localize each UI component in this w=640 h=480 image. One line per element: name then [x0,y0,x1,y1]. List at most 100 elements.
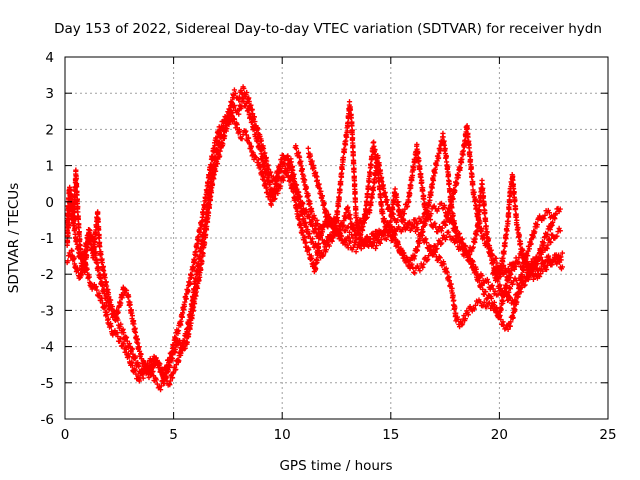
data-point-marker [435,205,442,212]
data-point-marker [351,169,357,175]
data-point-marker [417,268,423,274]
data-point-marker [106,294,112,300]
data-point-marker [493,255,499,262]
data-point-marker [340,224,346,230]
data-point-marker [485,237,492,243]
y-tick-label: 0 [45,195,54,211]
data-point-marker [474,228,480,234]
data-point-marker [541,240,547,246]
data-point-marker [126,340,133,347]
data-point-marker [356,221,362,227]
data-point-marker [75,204,81,210]
data-point-marker [439,240,445,246]
data-point-marker [74,236,80,243]
data-point-marker [299,166,305,172]
data-point-marker [409,261,415,267]
data-point-marker [67,187,73,193]
data-point-marker [65,258,71,264]
data-point-marker [101,286,107,292]
data-point-marker [387,233,394,239]
data-point-marker [208,184,214,190]
data-point-marker [558,254,564,260]
data-point-marker [105,298,111,304]
data-point-marker [237,129,243,135]
data-point-marker [272,188,278,194]
data-point-marker [154,381,160,387]
data-point-marker [265,166,272,172]
data-point-marker [498,306,504,312]
data-point-marker [527,267,533,274]
y-tick-label: 4 [45,50,54,66]
data-point-marker [194,269,200,275]
data-point-marker [457,165,463,171]
data-point-marker [373,242,380,249]
series-track-5 [305,123,563,287]
data-point-marker [314,177,320,183]
data-point-marker [87,227,93,234]
data-point-marker [315,221,321,227]
data-point-marker [406,221,412,227]
data-point-marker [437,255,443,261]
data-point-marker [65,230,71,236]
data-point-marker [475,300,481,306]
data-point-marker [255,126,261,132]
data-point-marker [408,182,414,189]
data-point-marker [545,231,551,237]
data-point-marker [358,217,364,223]
data-point-marker [391,234,397,241]
data-point-marker [376,162,382,169]
data-point-marker [540,268,546,274]
data-point-marker [263,180,269,187]
data-point-marker [394,194,400,200]
data-point-marker [236,94,243,100]
data-point-marker [545,242,551,248]
data-point-marker [161,380,167,387]
data-point-marker [481,201,487,208]
data-point-marker [530,276,537,282]
data-point-marker [550,232,556,238]
data-point-marker [349,135,356,141]
data-point-marker [411,224,417,230]
data-point-marker [302,235,308,241]
data-point-marker [305,227,311,233]
data-point-marker [395,203,401,209]
data-point-marker [487,250,493,256]
plot-frame [64,56,609,420]
data-point-marker [320,252,327,258]
data-point-marker [310,236,316,242]
data-point-marker [191,287,198,293]
data-point-marker [543,266,550,273]
data-point-marker [380,210,386,216]
data-point-marker [96,267,102,273]
data-point-marker [427,197,433,203]
data-point-marker [531,263,538,269]
data-point-marker [390,206,396,212]
data-point-marker [212,143,218,149]
data-point-marker [419,232,426,239]
data-point-marker [126,293,132,300]
data-point-marker [340,154,347,161]
data-point-marker [296,154,303,160]
data-point-marker [557,206,563,212]
data-point-marker [311,165,317,171]
data-point-marker [205,200,212,207]
data-point-marker [179,310,186,316]
data-point-marker [136,344,142,350]
data-point-marker [526,246,532,252]
data-point-marker [386,223,392,229]
data-point-marker [166,359,172,365]
data-point-marker [225,109,231,115]
data-point-marker [473,269,479,275]
data-point-marker [501,248,507,254]
data-point-marker [198,246,204,252]
data-point-marker [246,98,252,104]
data-point-marker [244,89,250,96]
y-tick-label: -3 [41,303,54,319]
data-point-marker [471,189,477,195]
data-point-marker [319,193,325,199]
data-point-marker [407,191,413,197]
data-point-marker [275,175,282,181]
data-point-marker [307,153,314,159]
data-point-marker [298,163,304,169]
